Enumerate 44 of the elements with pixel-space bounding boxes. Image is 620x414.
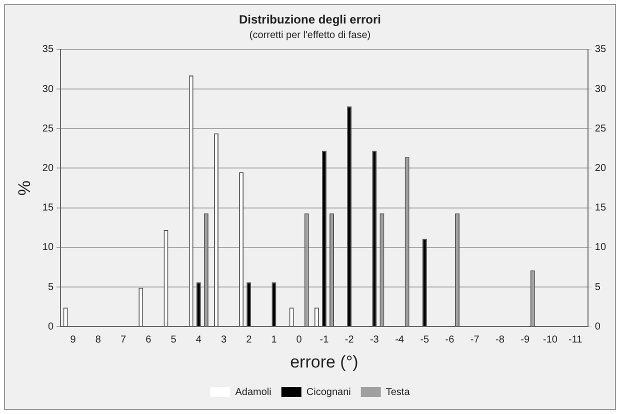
y-tick-label: 15 <box>42 202 54 214</box>
y2-tick-label: 15 <box>594 202 606 214</box>
legend-label: Adamoli <box>235 386 272 398</box>
x-tick-label: 3 <box>220 334 227 346</box>
x-tick-label: -2 <box>344 334 354 346</box>
y-tick-label: 35 <box>42 44 54 56</box>
y2-tick-label: 35 <box>594 44 606 56</box>
y2-tick-label: 0 <box>594 321 601 332</box>
x-tick-label: -3 <box>370 334 380 346</box>
x-tick-label: -8 <box>496 334 505 346</box>
chart-title: Distribuzione degli errori <box>238 12 382 27</box>
y2-tick-label: 10 <box>594 242 606 254</box>
x-tick-label: -10 <box>542 334 558 346</box>
x-tick-label: -7 <box>470 334 480 346</box>
x-tick-label: 7 <box>120 334 127 346</box>
x-tick-label: 4 <box>196 334 202 346</box>
y2-tick-label: 25 <box>594 123 606 134</box>
x-tick-label: -11 <box>568 334 583 346</box>
y2-tick-label: 5 <box>594 282 601 293</box>
x-axis-title: errore (°) <box>290 352 358 372</box>
legend-label: Cicognani <box>306 386 351 398</box>
x-tick-label: -5 <box>420 334 430 346</box>
y2-tick-label: 30 <box>594 84 606 95</box>
x-tick-label: -4 <box>395 334 404 346</box>
y2-tick-label: 20 <box>594 162 606 174</box>
y-tick-label: 0 <box>48 321 54 332</box>
y-tick-label: 5 <box>48 282 54 293</box>
x-tick-label: 8 <box>95 334 102 346</box>
x-tick-label: 9 <box>70 334 76 346</box>
x-tick-label: -9 <box>520 334 530 346</box>
x-tick-label: -1 <box>320 334 330 346</box>
y-axis-title: % <box>14 180 34 196</box>
y-tick-label: 20 <box>42 162 54 174</box>
x-tick-label: 6 <box>146 334 152 346</box>
x-tick-label: 2 <box>246 334 252 346</box>
y-tick-label: 10 <box>42 242 54 254</box>
x-tick-label: 1 <box>271 334 278 346</box>
x-tick-label: 0 <box>296 334 302 346</box>
x-tick-label: 5 <box>170 334 177 346</box>
y-tick-label: 30 <box>42 84 54 95</box>
chart-subtitle: (corretti per l'effetto di fase) <box>249 30 371 42</box>
x-tick-label: -6 <box>445 334 455 346</box>
y-tick-label: 25 <box>42 123 54 134</box>
legend-label: Testa <box>386 386 410 398</box>
